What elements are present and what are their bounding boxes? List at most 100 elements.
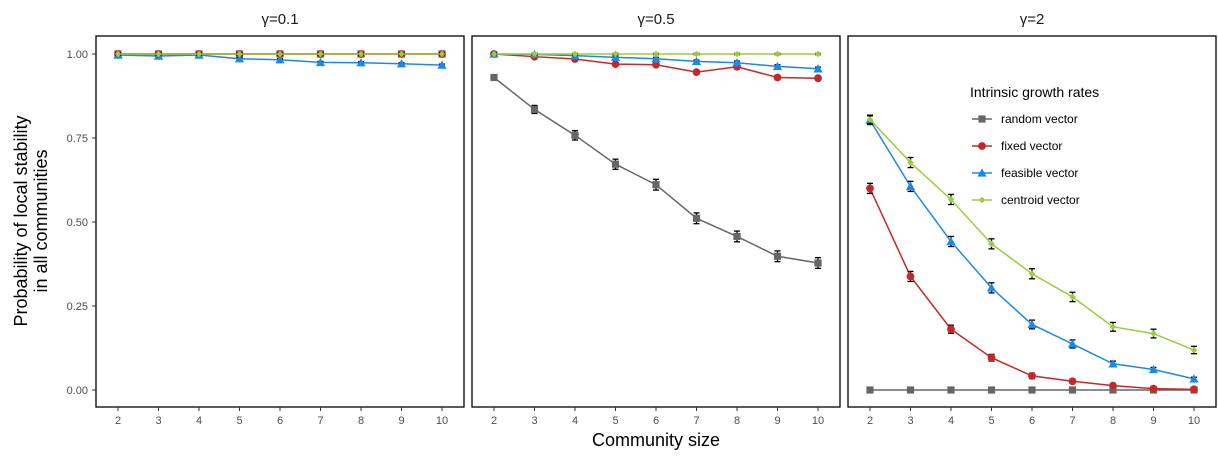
panel-1-x-tick-label: 2 bbox=[115, 415, 121, 427]
panel-3-point-feasible-vector bbox=[1067, 339, 1078, 348]
panel-3-x-tick-label: 5 bbox=[988, 415, 994, 427]
panel-1-x-tick-label: 9 bbox=[398, 415, 404, 427]
panel-2-point-centroid-vector bbox=[652, 50, 660, 58]
y-tick-label: 0.25 bbox=[67, 301, 88, 313]
panel-2-point-feasible-vector bbox=[651, 54, 661, 63]
panel-3-x-tick-label: 7 bbox=[1069, 415, 1075, 427]
panel-2-point-random-vector bbox=[733, 232, 741, 241]
panel-3-point-fixed-vector bbox=[987, 353, 996, 362]
panel-3-point-feasible-vector bbox=[1148, 364, 1159, 374]
panel-2-point-fixed-vector bbox=[692, 68, 701, 77]
panel-3-point-fixed-vector bbox=[1109, 381, 1117, 390]
panel-2-facet-label: γ=0.5 bbox=[637, 11, 674, 28]
panel-1-x-tick-label: 6 bbox=[277, 415, 283, 427]
panel-2-point-feasible-vector bbox=[691, 56, 702, 66]
legend-key-marker bbox=[978, 115, 986, 123]
panel-2-point-random-vector bbox=[611, 160, 620, 168]
panel-1-x-tick-label: 3 bbox=[155, 415, 161, 427]
panel-2-x-tick-label: 3 bbox=[531, 415, 537, 427]
panel-2-point-feasible-vector bbox=[732, 58, 742, 67]
panel-1-point-centroid-vector bbox=[317, 50, 324, 58]
panel-1-point-feasible-vector bbox=[315, 57, 326, 67]
panel-1-point-feasible-vector bbox=[396, 59, 407, 68]
panel-3-x-tick-label: 10 bbox=[1188, 415, 1200, 427]
panel-2-point-fixed-vector bbox=[773, 73, 782, 82]
panel-3-x-tick-label: 6 bbox=[1029, 415, 1035, 427]
panel-3-point-centroid-vector bbox=[866, 116, 874, 123]
y-tick-label: 0.75 bbox=[67, 133, 88, 145]
panel-1-x-tick-label: 7 bbox=[317, 415, 323, 427]
panel-3-point-fixed-vector bbox=[1028, 371, 1036, 380]
panel-1-x-tick-label: 10 bbox=[436, 415, 448, 427]
legend-item-label: fixed vector bbox=[1001, 139, 1062, 153]
panel-1-point-centroid-vector bbox=[195, 50, 203, 58]
panel-3-point-random-vector bbox=[1068, 386, 1077, 394]
panel-1-point-feasible-vector bbox=[356, 58, 366, 67]
panel-2-point-random-vector bbox=[490, 73, 498, 82]
panel-2-x-tick-label: 9 bbox=[774, 415, 780, 427]
panel-3-point-fixed-vector bbox=[1149, 384, 1158, 393]
panel-1-point-centroid-vector bbox=[155, 50, 162, 58]
panel-3-point-centroid-vector bbox=[1109, 323, 1117, 331]
panel-3-point-centroid-vector bbox=[907, 159, 914, 166]
panel-3-point-random-vector bbox=[1109, 386, 1117, 394]
panel-1-point-centroid-vector bbox=[398, 50, 405, 58]
y-axis-title: Probability of local stability in all com… bbox=[11, 115, 51, 326]
panel-3-point-centroid-vector bbox=[1190, 346, 1198, 354]
panel-3-x-tick-label: 4 bbox=[948, 415, 954, 427]
legend: Intrinsic growth rates random vector fixed… bbox=[968, 84, 1099, 210]
panel-2-x-tick-label: 2 bbox=[491, 415, 497, 427]
x-axis-title: Community size bbox=[592, 430, 720, 450]
panel-2-point-random-vector bbox=[773, 252, 782, 260]
panel-2-point-centroid-vector bbox=[531, 50, 538, 58]
y-tick-label: 0.50 bbox=[67, 217, 88, 229]
panel-1-x-tick-label: 4 bbox=[196, 415, 202, 427]
data-layer bbox=[113, 49, 1199, 394]
panel-2-point-centroid-vector bbox=[814, 50, 822, 58]
panel-2-point-random-vector bbox=[692, 214, 701, 222]
panel-2-point-feasible-vector bbox=[772, 61, 783, 71]
panel-2-point-fixed-vector bbox=[611, 60, 620, 68]
legend-title: Intrinsic growth rates bbox=[970, 84, 1099, 100]
panel-2-x-tick-label: 7 bbox=[693, 415, 699, 427]
panel-1-point-feasible-vector bbox=[234, 54, 245, 63]
panel-2-x-tick-label: 8 bbox=[734, 415, 740, 427]
legend-key-marker bbox=[977, 168, 987, 177]
y-axis-title-line: Probability of local stability bbox=[11, 115, 31, 326]
panel-3-point-centroid-vector bbox=[947, 196, 955, 203]
panel-3-x-tick-label: 9 bbox=[1150, 415, 1156, 427]
panel-2-x-tick-label: 5 bbox=[612, 415, 618, 427]
y-tick-label: 0.00 bbox=[67, 385, 88, 397]
panel-3-point-centroid-vector bbox=[988, 240, 995, 248]
panel-3-point-feasible-vector bbox=[1108, 359, 1118, 368]
panel-2-point-random-vector bbox=[530, 105, 539, 114]
panel-1-x-tick-label: 8 bbox=[358, 415, 364, 427]
panel-3-point-fixed-vector bbox=[1068, 377, 1077, 386]
panel-2-frame bbox=[471, 35, 841, 408]
panel-3-point-random-vector bbox=[866, 386, 874, 394]
panel-2-point-random-vector bbox=[652, 181, 660, 189]
panel-1-point-feasible-vector bbox=[275, 55, 285, 64]
panel-2-point-fixed-vector bbox=[652, 60, 660, 69]
panel-3-point-centroid-vector bbox=[1028, 270, 1036, 278]
panel-layer bbox=[92, 35, 1217, 411]
panel-2-point-random-vector bbox=[814, 259, 822, 267]
panel-1-point-centroid-vector bbox=[276, 50, 284, 58]
panel-1-point-centroid-vector bbox=[114, 50, 122, 58]
legend-item-label: centroid vector bbox=[1001, 193, 1080, 207]
panel-2-x-tick-label: 6 bbox=[653, 415, 659, 427]
panel-3-point-feasible-vector bbox=[905, 181, 916, 191]
panel-3-point-fixed-vector bbox=[906, 272, 915, 281]
panel-2-x-tick-label: 10 bbox=[812, 415, 824, 427]
panel-1-point-centroid-vector bbox=[438, 50, 446, 58]
legend-key-marker bbox=[978, 196, 986, 204]
panel-3-point-feasible-vector bbox=[946, 236, 956, 246]
panel-3-point-fixed-vector bbox=[866, 184, 874, 193]
panel-1-point-centroid-vector bbox=[236, 50, 243, 58]
panel-3-point-random-vector bbox=[906, 386, 915, 394]
panel-3-point-random-vector bbox=[947, 386, 955, 394]
text-layer: γ=0.1 2 3 4 5 6 7 8 9 10 γ=0.5 2 3 4 5 6 7 8 9 10 γ=2 2 3 4 5 6 7 8… bbox=[11, 11, 1200, 450]
panel-3-x-tick-label: 3 bbox=[907, 415, 913, 427]
